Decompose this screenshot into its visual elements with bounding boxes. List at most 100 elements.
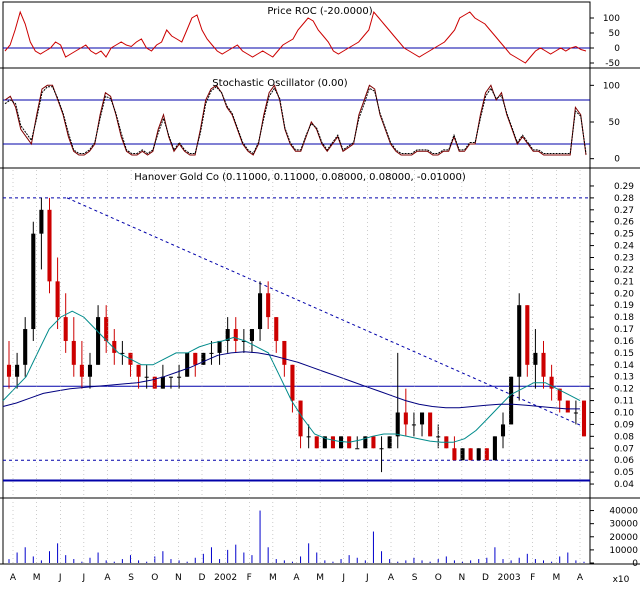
price-bar-body [87,364,93,377]
price-tick-label: 0.18 [614,313,634,323]
volume-units-label: x10 [613,575,630,585]
price-bar-body [581,400,587,437]
price-tick-label: 0.21 [614,277,634,287]
price-bar-body [419,412,425,425]
price-bar-body [233,329,238,341]
price-bar-body [549,376,554,389]
price-tick-label: 0.04 [614,480,634,490]
price-bar-body [217,340,222,353]
price-bar-body [193,352,198,365]
stochastic-panel: 100 50 0 [0,81,640,169]
price-bar-body [322,436,327,449]
price-bar-body [500,424,506,437]
price-bar-body [104,317,109,341]
price-bar-body [387,436,392,449]
price-bar-body [492,436,497,461]
x-tick-label: O [435,573,442,583]
price-bar-body [23,329,28,365]
stochastic-tick-label: 50 [609,118,621,128]
price-tick-label: 0.14 [614,361,634,371]
price-bar-body [55,281,60,318]
price-bar-body [266,293,271,318]
price-bar-body [509,376,514,425]
price-bar-body [112,340,117,353]
price-tick-label: 0.22 [614,265,634,275]
x-tick-label: M [316,573,324,583]
price-bar-body [573,412,578,414]
price-bar-body [533,352,538,365]
x-tick-label: S [128,573,134,583]
volume-panel: 40000 30000 20000 10000 0 [0,507,640,569]
price-bar-body [436,436,441,438]
price-bar-body [79,364,84,377]
price-bar-body [298,400,303,437]
price-bar-body [355,448,360,450]
price-bar-body [517,305,522,377]
price-bar-body [460,448,465,461]
x-tick-label: J [82,573,86,583]
x-tick-label: F [530,573,535,583]
price-tick-label: 0.24 [614,242,634,252]
roc-tick-label: -50 [605,59,620,69]
price-bar-body [452,448,457,461]
roc-tick-label: 0 [614,44,620,54]
price-tick-label: 0.07 [614,444,634,454]
price-bar-body [541,352,546,377]
roc-tick-label: 50 [609,29,621,39]
price-tick-label: 0.09 [614,420,634,430]
x-tick-label: M [269,573,277,583]
price-panel: 0.29 0.28 0.27 0.26 0.25 0.24 0.230.22 0.21 0.20… [0,182,640,499]
price-tick-label: 0.13 [614,373,634,383]
x-tick-label: A [293,573,300,583]
stochastic-title: Stochastic Oscillator (0.00) [212,78,347,89]
price-bar-body [258,293,263,330]
price-bar-body [144,376,149,378]
price-bar-body [428,412,433,437]
price-tick-label: 0.11 [614,397,634,407]
price-tick-label: 0.26 [614,218,634,228]
moving-average-long [2,351,580,410]
price-bar-body [47,209,52,282]
price-bar-body [371,436,376,449]
price-trendline [66,197,585,428]
price-tick-label: 0.23 [614,254,634,264]
price-bar-body [314,436,319,449]
x-tick-label: 2002 [214,573,237,583]
x-tick-label: M [552,573,560,583]
price-bar-body [339,436,344,449]
x-tick-label: J [365,573,369,583]
price-bar-body [225,329,230,341]
x-tick-label: A [10,573,17,583]
x-tick-label: D [199,573,206,583]
price-bar-body [185,352,190,377]
price-bar-body [168,376,174,378]
volume-tick-label: 10000 [609,546,638,556]
price-tick-label: 0.19 [614,301,634,311]
price-bar-body [6,364,12,377]
price-tick-label: 0.28 [614,194,634,204]
x-tick-label: D [482,573,489,583]
x-tick-label: F [247,573,252,583]
x-tick-label: A [577,573,584,583]
price-title: Hanover Gold Co (0.11000, 0.11000, 0.080… [134,172,466,183]
price-bar-body [306,436,311,438]
price-bar-body [160,376,165,389]
price-bar-body [136,364,141,377]
price-bar-body [31,233,36,330]
price-bar-body [557,388,562,401]
x-tick-label: N [459,573,466,583]
x-tick-label: J [341,573,345,583]
price-tick-label: 0.10 [614,409,634,419]
price-tick-label: 0.08 [614,432,634,442]
stochastic-tick-label: 100 [603,81,620,91]
price-bar-body [403,412,408,425]
x-tick-label: M [33,573,41,583]
x-tick-label: S [412,573,418,583]
volume-tick-label: 0 [632,559,638,569]
price-bar-body [484,448,489,461]
price-bar-body [330,436,335,449]
x-tick-label: J [58,573,62,583]
price-tick-label: 0.05 [614,468,634,478]
roc-title: Price ROC (-20.0000) [267,6,372,17]
price-bar-body [395,412,400,437]
